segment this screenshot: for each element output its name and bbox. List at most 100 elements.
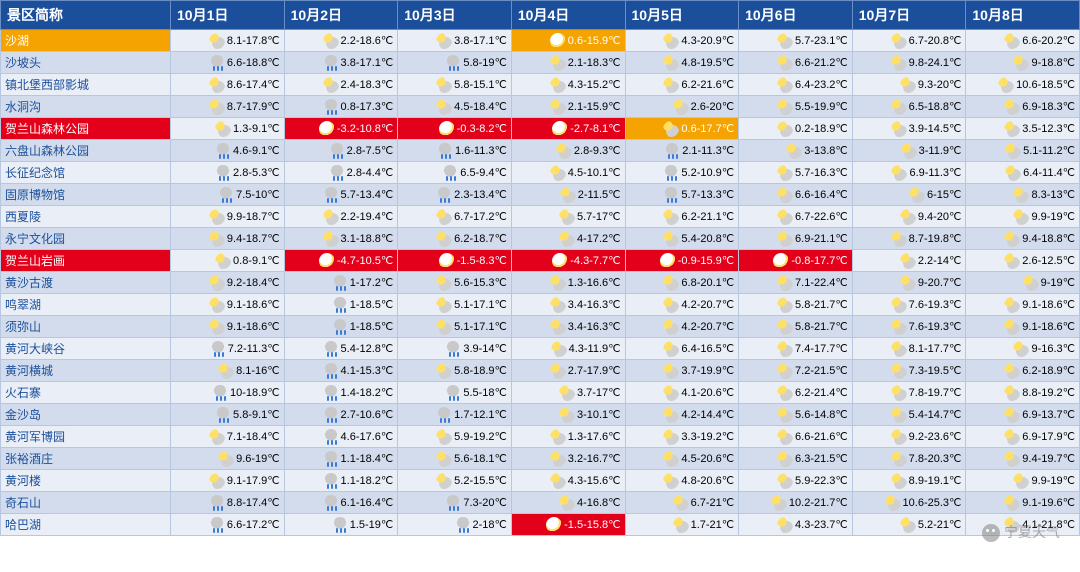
temperature-text: 4.5-18.4℃ [454, 100, 507, 112]
weather-icon [663, 473, 679, 489]
temperature-text: 5.7-17℃ [577, 210, 621, 222]
watermark-text: 宁夏天气 [1004, 524, 1060, 540]
forecast-cell: 2.1-11.3℃ [625, 140, 739, 162]
temperature-text: 9.9-19℃ [1031, 210, 1075, 222]
temperature-text: 6.4-23.2℃ [795, 78, 848, 90]
forecast-cell: 5.4-20.8℃ [625, 228, 739, 250]
temperature-text: -0.8-17.7℃ [791, 254, 847, 266]
scenic-name: 奇石山 [1, 492, 171, 514]
weather-icon [663, 407, 679, 423]
weather-icon [891, 473, 907, 489]
temperature-text: 5.6-18.1℃ [454, 452, 507, 464]
temperature-text: 6.6-16.4℃ [795, 188, 848, 200]
temperature-text: 6.9-18.3℃ [1022, 100, 1075, 112]
forecast-cell: -0.8-17.7℃ [739, 250, 853, 272]
weather-icon [559, 495, 575, 511]
forecast-cell: 6.3-21.5℃ [739, 448, 853, 470]
weather-icon [1013, 209, 1029, 225]
temperature-text: 5.1-17.1℃ [454, 298, 507, 310]
weather-icon [209, 231, 225, 247]
weather-icon [777, 209, 793, 225]
weather-icon [1004, 33, 1020, 49]
weather-icon [209, 495, 225, 511]
weather-icon [891, 451, 907, 467]
temperature-text: 9.1-18.6℃ [1022, 320, 1075, 332]
forecast-cell: 6.5-9.4℃ [398, 162, 512, 184]
forecast-cell: 7.2-11.3℃ [171, 338, 285, 360]
forecast-cell: 4.2-20.7℃ [625, 294, 739, 316]
weather-icon [777, 231, 793, 247]
temperature-text: 9.1-18.6℃ [227, 298, 280, 310]
weather-icon [323, 363, 339, 379]
forecast-cell: 7.8-20.3℃ [852, 448, 966, 470]
temperature-text: 6.6-21.2℃ [795, 56, 848, 68]
temperature-text: 5.6-14.8℃ [795, 408, 848, 420]
weather-icon [891, 385, 907, 401]
table-row: 黄河楼9.1-17.9℃1.1-18.2℃5.2-15.5℃4.3-15.6℃4… [1, 470, 1080, 492]
temperature-text: 5.8-21.7℃ [795, 320, 848, 332]
scenic-name: 镇北堡西部影城 [1, 74, 171, 96]
forecast-cell: 5.1-17.1℃ [398, 294, 512, 316]
weather-icon [209, 517, 225, 533]
temperature-text: -1.5-8.3℃ [457, 254, 507, 266]
temperature-text: 7.3-19.5℃ [909, 364, 962, 376]
temperature-text: 6.9-11.3℃ [909, 166, 961, 178]
weather-icon [436, 275, 452, 291]
forecast-cell: 6.7-20.8℃ [852, 30, 966, 52]
weather-icon [559, 209, 575, 225]
scenic-name: 金沙岛 [1, 404, 171, 426]
forecast-cell: 6.6-21.2℃ [739, 52, 853, 74]
forecast-cell: 6.4-11.4℃ [966, 162, 1080, 184]
weather-icon [777, 429, 793, 445]
forecast-cell: 8.7-17.9℃ [171, 96, 285, 118]
scenic-name: 沙坡头 [1, 52, 171, 74]
weather-icon [552, 253, 568, 269]
table-row: 金沙岛5.8-9.1℃2.7-10.6℃1.7-12.1℃3-10.1℃4.2-… [1, 404, 1080, 426]
forecast-cell: 3.4-16.3℃ [511, 294, 625, 316]
temperature-text: 8.9-19.1℃ [909, 474, 962, 486]
forecast-cell: 9.9-19℃ [966, 470, 1080, 492]
temperature-text: -2.7-8.1℃ [570, 122, 620, 134]
temperature-text: 3.4-16.3℃ [568, 298, 621, 310]
weather-icon [323, 99, 339, 115]
temperature-text: 2-18℃ [473, 518, 507, 530]
forecast-cell: -1.5-15.8℃ [511, 514, 625, 536]
forecast-cell: 2.6-12.5℃ [966, 250, 1080, 272]
weather-icon [777, 363, 793, 379]
forecast-cell: 9.9-19℃ [966, 206, 1080, 228]
temperature-text: 1.7-12.1℃ [454, 408, 507, 420]
forecast-cell: 5.1-17.1℃ [398, 316, 512, 338]
weather-icon [332, 275, 348, 291]
forecast-cell: 9.6-19℃ [171, 448, 285, 470]
temperature-text: -4.3-7.7℃ [570, 254, 620, 266]
forecast-cell: 6.6-21.6℃ [739, 426, 853, 448]
temperature-text: -3.2-10.8℃ [337, 122, 393, 134]
weather-icon [773, 253, 789, 269]
forecast-cell: 3.7-19.9℃ [625, 360, 739, 382]
weather-icon [901, 143, 917, 159]
temperature-text: 1-17.2℃ [350, 276, 394, 288]
forecast-cell: 2.8-4.4℃ [284, 162, 398, 184]
temperature-text: 6.4-11.4℃ [1023, 166, 1075, 178]
forecast-cell: 5.8-21.7℃ [739, 316, 853, 338]
forecast-cell: 5.7-17℃ [511, 206, 625, 228]
temperature-text: 1-18.5℃ [350, 298, 394, 310]
scenic-name: 鸣翠湖 [1, 294, 171, 316]
weather-icon [891, 33, 907, 49]
weather-icon [218, 363, 234, 379]
forecast-cell: 1.1-18.4℃ [284, 448, 398, 470]
scenic-name: 黄沙古渡 [1, 272, 171, 294]
forecast-cell: 5.8-21.7℃ [739, 294, 853, 316]
temperature-text: 2.4-18.3℃ [341, 78, 394, 90]
weather-icon [777, 33, 793, 49]
temperature-text: 2.1-15.9℃ [568, 100, 621, 112]
temperature-text: 5.1-17.1℃ [454, 320, 507, 332]
temperature-text: 1.3-9.1℃ [233, 122, 280, 134]
weather-icon [210, 341, 226, 357]
forecast-cell: 5.7-16.3℃ [739, 162, 853, 184]
forecast-cell: 7.6-19.3℃ [852, 316, 966, 338]
temperature-text: 5.9-19.2℃ [454, 430, 507, 442]
temperature-text: 4.3-23.7℃ [795, 518, 848, 530]
forecast-cell: 3-13.8℃ [739, 140, 853, 162]
weather-icon [332, 517, 348, 533]
